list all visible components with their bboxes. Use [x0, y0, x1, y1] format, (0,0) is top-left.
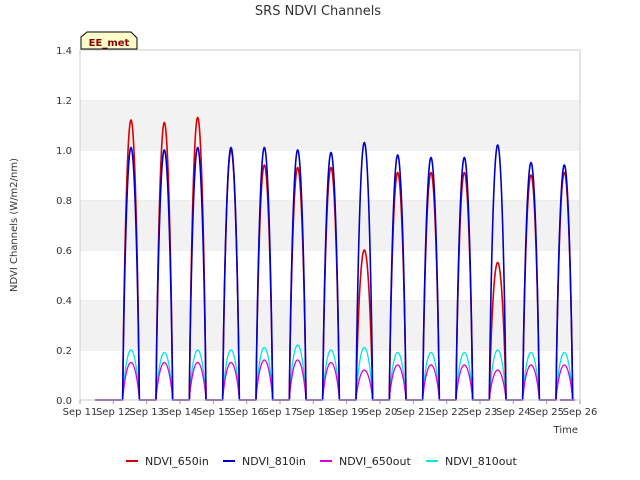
legend-label: NDVI_650out: [339, 455, 411, 468]
y-tick-label: 0.6: [56, 246, 72, 257]
y-axis-ticks: 0.0 0.2 0.4 0.6 0.8 1.0 1.2 1.4: [56, 46, 72, 407]
x-tick-label: Sep 25: [529, 407, 564, 418]
x-tick-label: Sep 11: [63, 407, 98, 418]
x-axis-label: Time: [553, 425, 578, 436]
x-tick-label: Sep 22: [429, 407, 464, 418]
x-tick-label: Sep 14: [163, 407, 198, 418]
y-tick-label: 1.2: [56, 96, 72, 107]
chart-title: SRS NDVI Channels: [255, 4, 381, 19]
x-tick-label: Sep 23: [463, 407, 498, 418]
x-tick-label: Sep 20: [363, 407, 398, 418]
legend-label: NDVI_650in: [145, 455, 209, 468]
legend: NDVI_650in NDVI_810in NDVI_650out NDVI_810o…: [126, 455, 517, 468]
x-tick-label: Sep 13: [129, 407, 164, 418]
x-tick-label: Sep 17: [263, 407, 298, 418]
x-tick-label: Sep 19: [329, 407, 364, 418]
y-tick-label: 0.0: [56, 396, 72, 407]
y-tick-label: 1.4: [56, 46, 72, 57]
y-axis-label: NDVI Channels (W/m2/nm): [9, 158, 20, 292]
x-tick-label: Sep 12: [96, 407, 131, 418]
x-tick-label: Sep 15: [196, 407, 231, 418]
grid-band: [80, 200, 580, 250]
x-tick-label: Sep 24: [496, 407, 531, 418]
x-tick-label: Sep 21: [396, 407, 431, 418]
plot-frame: [79, 49, 581, 401]
grid-band: [80, 100, 580, 150]
y-tick-label: 0.2: [56, 346, 72, 357]
legend-label: NDVI_810in: [242, 455, 306, 468]
grid-band: [80, 250, 580, 300]
x-tick-label: Sep 26: [563, 407, 598, 418]
legend-label: NDVI_810out: [445, 455, 517, 468]
x-tick-label: Sep 16: [229, 407, 264, 418]
ee-met-label: EE_met: [89, 38, 130, 49]
ee-met-annotation: EE_met: [80, 31, 138, 50]
grid-band: [80, 350, 580, 400]
y-tick-label: 0.4: [56, 296, 72, 307]
x-tick-label: Sep 18: [296, 407, 331, 418]
y-tick-label: 1.0: [56, 146, 72, 157]
y-tick-label: 0.8: [56, 196, 72, 207]
grid-band: [80, 300, 580, 350]
grid-band: [80, 50, 580, 100]
